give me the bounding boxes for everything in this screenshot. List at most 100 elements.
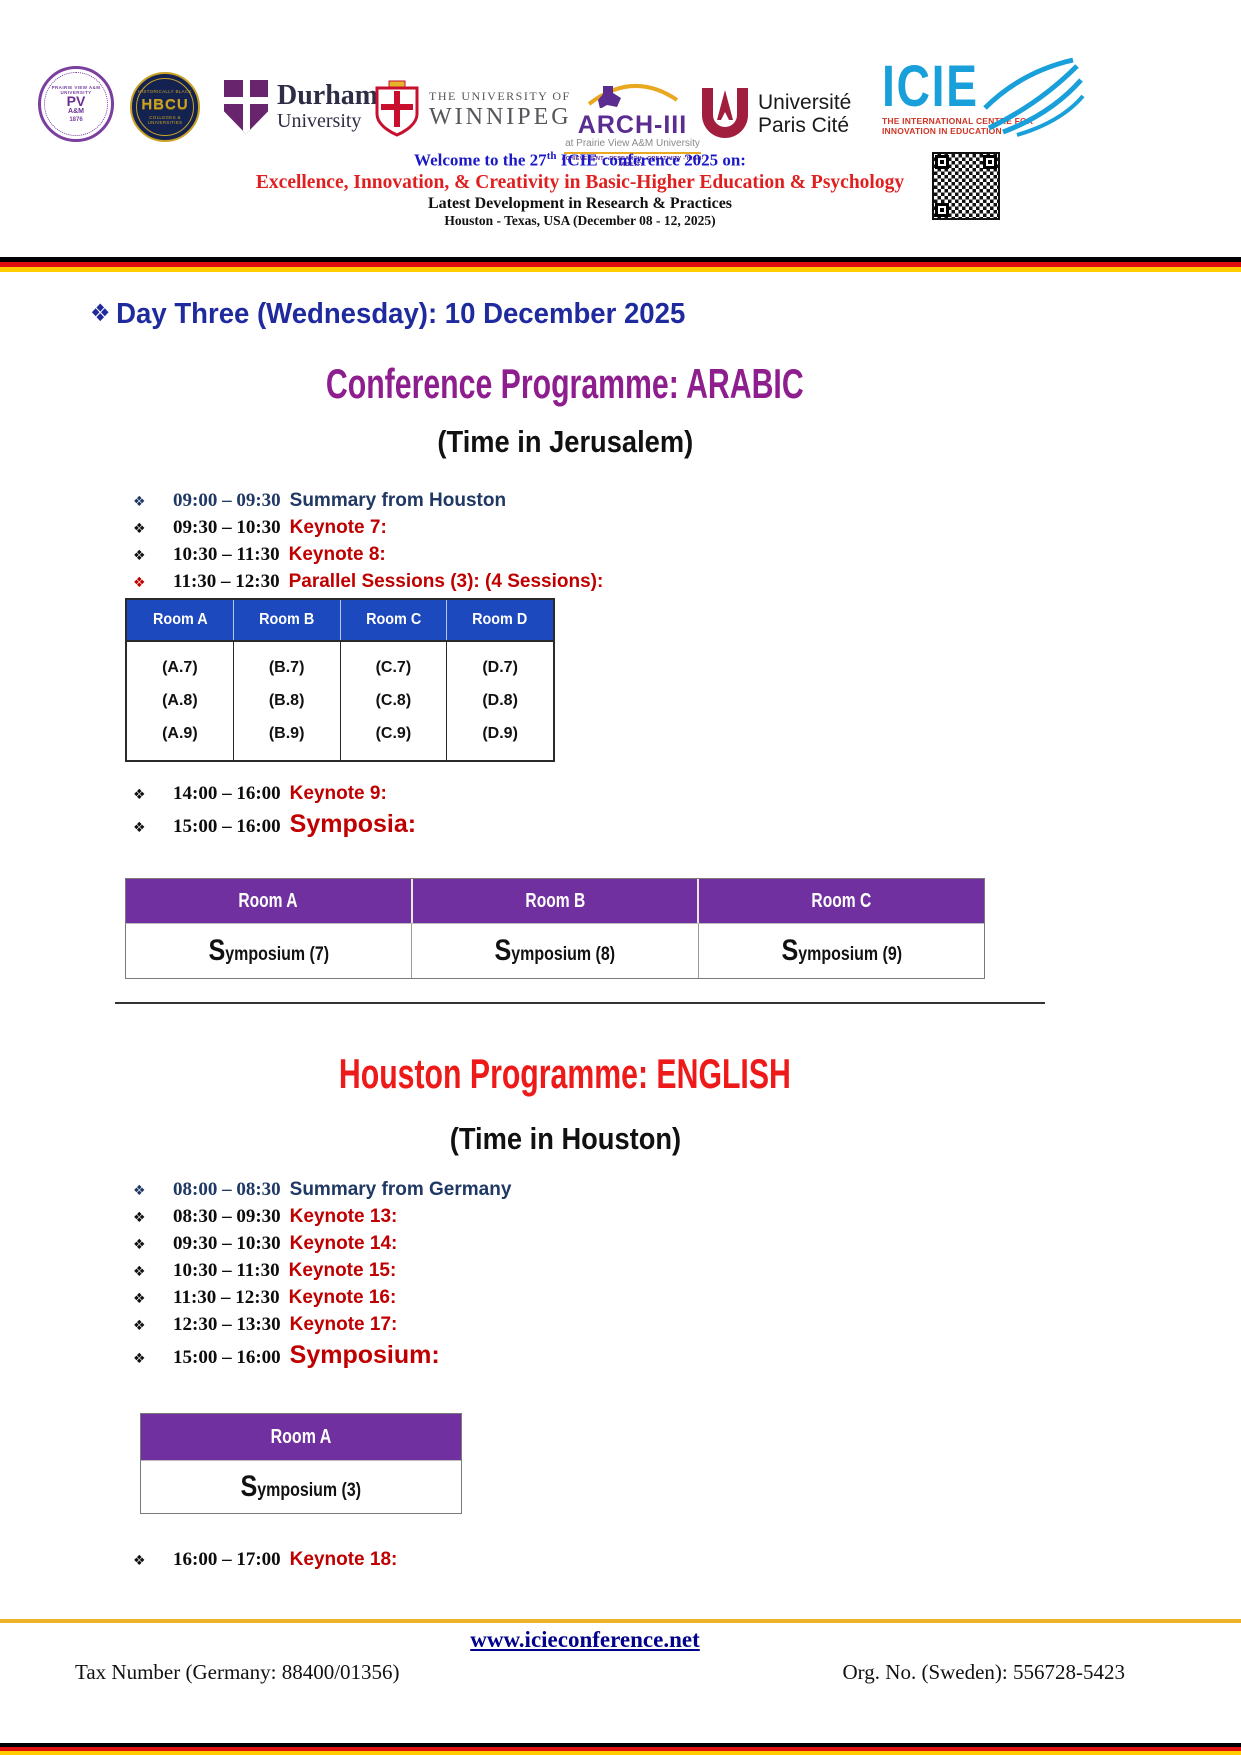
schedule-label: Keynote 7: [289, 517, 387, 538]
tax-number: Tax Number (Germany: 88400/01356) [75, 1660, 400, 1684]
arabic-programme-title: Conference Programme: ARABIC [326, 360, 804, 407]
schedule-row: ❖ 10:30 – 11:30 Keynote 8: [133, 544, 603, 571]
english-schedule-list: ❖ 08:00 – 08:30 Summary from Germany ❖ 0… [133, 1179, 511, 1375]
table-body-row: (A.7) (A.8) (A.9) (B.7) (B.8) (B.9) (C.7… [127, 642, 553, 760]
schedule-row: ❖ 08:00 – 08:30 Summary from Germany [133, 1179, 511, 1206]
schedule-label: Keynote 18: [289, 1549, 398, 1570]
section-divider [115, 1002, 1045, 1004]
schedule-time: 15:00 – 16:00 [173, 816, 281, 837]
winnipeg-crest-icon [375, 80, 419, 137]
table-header-row: Room A Room B Room C [126, 879, 985, 924]
schedule-row: ❖ 10:30 – 11:30 Keynote 15: [133, 1260, 511, 1287]
table-column: (C.7) (C.8) (C.9) [341, 642, 448, 760]
schedule-row: ❖ 16:00 – 17:00 Keynote 18: [133, 1549, 397, 1576]
pvamu-ring-text: PRAIRIE VIEW A&M UNIVERSITY [51, 85, 101, 95]
german-flag-bar-top [0, 257, 1241, 272]
durham-university-logo: Durham University [224, 80, 378, 134]
diamond-bullet-icon: ❖ [133, 521, 146, 537]
schedule-time: 16:00 – 17:00 [173, 1549, 281, 1570]
symposium-table: Room A Symposium (3) [140, 1413, 462, 1514]
schedule-time: 11:30 – 12:30 [173, 1287, 280, 1308]
pvamu-seal-inner: PRAIRIE VIEW A&M UNIVERSITY PV A&M 1876 [44, 72, 108, 136]
org-number: Org. No. (Sweden): 556728-5423 [842, 1660, 1126, 1684]
arch-tagline: ACHIEVEMENT - RESEARCH - CREATIVITY - HI… [561, 156, 704, 168]
session-cell: (B.8) [268, 691, 305, 709]
welcome-line2: Excellence, Innovation, & Creativity in … [255, 171, 905, 193]
table-column: (B.7) (B.8) (B.9) [234, 642, 341, 760]
table-header-cell: Room C [699, 879, 985, 923]
durham-name: Durham [277, 80, 379, 111]
table-column: (D.7) (D.8) (D.9) [447, 642, 553, 760]
pvamu-monogram: PV [66, 93, 86, 109]
schedule-time: 10:30 – 11:30 [173, 544, 280, 565]
schedule-row: ❖ 12:30 – 13:30 Keynote 17: [133, 1314, 511, 1341]
diamond-bullet-icon: ❖ [133, 1237, 146, 1253]
footer-gold-rule [0, 1619, 1241, 1623]
table-header-cell: Room A [270, 1425, 332, 1448]
schedule-time: 11:30 – 12:30 [173, 571, 280, 592]
hbcu-ring-top: HISTORICALLY BLACK [138, 89, 192, 94]
schedule-row: ❖ 11:30 – 12:30 Parallel Sessions (3): (… [133, 571, 603, 598]
welcome-line1: Welcome to the 27th ICIE conference 2025… [414, 150, 746, 170]
table-header-row: Room A [141, 1414, 461, 1461]
session-cell: (D.8) [482, 691, 518, 709]
schedule-label: Keynote 14: [289, 1233, 398, 1254]
table-body-row: Symposium (7) Symposium (8) Symposium (9… [126, 924, 984, 978]
schedule-row: ❖ 15:00 – 16:00 Symposia: [133, 810, 416, 844]
arch-gold-rule [564, 152, 701, 154]
schedule-row: ❖ 09:00 – 09:30 Summary from Houston [133, 490, 603, 517]
schedule-time: 08:30 – 09:30 [173, 1206, 281, 1227]
diamond-bullet-icon: ❖ [133, 575, 146, 591]
schedule-label: Keynote 17: [289, 1314, 398, 1335]
icie-tagline-2: INNOVATION IN EDUCATION [882, 126, 1002, 136]
arabic-time-note: (Time in Jerusalem) [437, 424, 693, 459]
session-cell: (A.7) [162, 659, 198, 677]
table-header-cell: Room B [412, 879, 700, 923]
parallel-sessions-table: Room A Room B Room C Room D (A.7) (A.8) … [125, 598, 555, 762]
symposia-table: Room A Room B Room C Symposium (7) Sympo… [125, 878, 985, 979]
english-time-note: (Time in Houston) [449, 1121, 681, 1156]
table-column: (A.7) (A.8) (A.9) [127, 642, 234, 760]
schedule-time: 09:00 – 09:30 [173, 490, 281, 511]
arch-arc-icon [587, 83, 678, 109]
arch-sub: at Prairie View A&M University [565, 138, 700, 149]
symposium-cell: Symposium (9) [781, 934, 902, 967]
paris-line1: Université [758, 91, 852, 114]
german-flag-bar-bottom [0, 1743, 1241, 1755]
arabic-schedule-list: ❖ 09:00 – 09:30 Summary from Houston ❖ 0… [133, 490, 603, 598]
pvamu-sub: A&M [68, 108, 84, 115]
schedule-row: ❖ 11:30 – 12:30 Keynote 16: [133, 1287, 511, 1314]
schedule-time: 12:30 – 13:30 [173, 1314, 281, 1335]
qr-code [932, 152, 1000, 220]
footer-website-row: www.icieconference.net [15, 1627, 1155, 1653]
diamond-bullet-icon: ❖ [133, 1291, 146, 1307]
schedule-label: Keynote 8: [288, 544, 386, 565]
day-title: ❖ Day Three (Wednesday): 10 December 2025 [90, 298, 686, 330]
winnipeg-line2: WINNIPEG [429, 103, 572, 130]
paris-line2: Paris Cité [758, 114, 850, 137]
session-cell: (C.7) [375, 659, 412, 677]
hbcu-ring-bottom: COLLEGES & UNIVERSITIES [147, 115, 183, 125]
footer-legal-row: Tax Number (Germany: 88400/01356) Org. N… [75, 1660, 1125, 1685]
session-cell: (D.9) [482, 724, 518, 742]
paris-cite-u-icon [702, 88, 748, 140]
diamond-bullet-icon: ❖ [133, 1318, 146, 1334]
schedule-label: Keynote 9: [289, 783, 387, 804]
english-programme-title: Houston Programme: ENGLISH [339, 1050, 791, 1097]
website-link[interactable]: www.icieconference.net [470, 1627, 700, 1652]
schedule-label: Parallel Sessions (3): (4 Sessions): [288, 571, 604, 592]
diamond-bullet-icon: ❖ [133, 548, 146, 564]
schedule-time: 09:30 – 10:30 [173, 1233, 281, 1254]
arch-iii-logo: ARCH-III at Prairie View A&M University … [560, 78, 705, 168]
welcome-line4: Houston - Texas, USA (December 08 - 12, … [444, 212, 716, 228]
icie-swoosh-icon [983, 57, 1085, 137]
schedule-row: ❖ 09:30 – 10:30 Keynote 14: [133, 1233, 511, 1260]
schedule-time: 10:30 – 11:30 [173, 1260, 280, 1281]
schedule-label: Keynote 13: [289, 1206, 398, 1227]
schedule-time: 09:30 – 10:30 [173, 517, 281, 538]
universite-paris-cite-logo: Université Paris Cité [702, 88, 851, 140]
session-cell: (A.8) [162, 691, 198, 709]
durham-shield-icon [224, 80, 268, 134]
schedule-time: 15:00 – 16:00 [173, 1347, 281, 1368]
